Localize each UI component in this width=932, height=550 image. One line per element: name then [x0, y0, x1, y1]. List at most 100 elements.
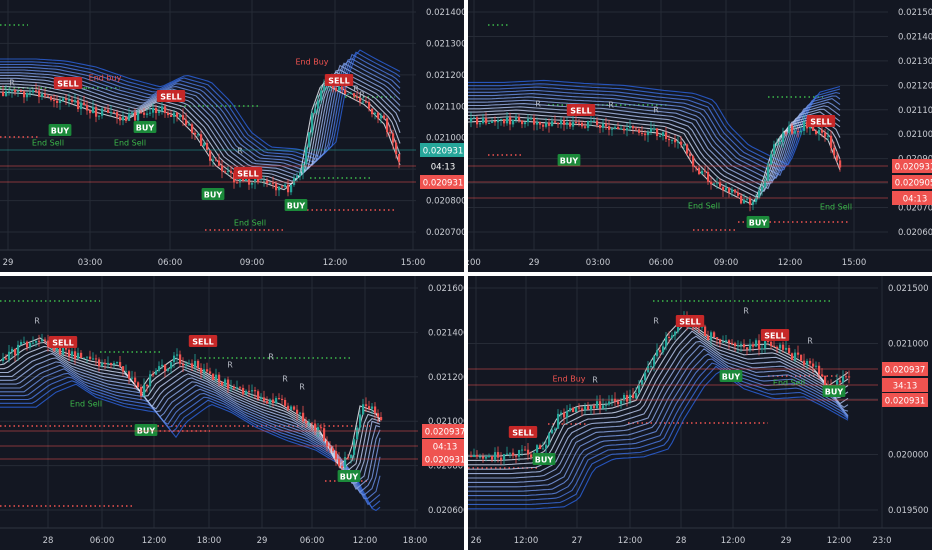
candle [590, 405, 593, 415]
r-marker: R [9, 79, 15, 88]
candle [137, 381, 140, 389]
candle [158, 105, 161, 116]
candle [176, 348, 179, 363]
ma-line [0, 368, 381, 496]
candle [551, 117, 554, 127]
candle [563, 116, 566, 131]
candle [728, 339, 731, 350]
endsell-marker: End Sell [234, 219, 266, 228]
candle [665, 126, 668, 143]
candle [8, 87, 11, 96]
endbuy-marker: End buy [89, 74, 122, 83]
candle [389, 125, 392, 137]
sell-marker: SELL [156, 90, 186, 102]
candle [215, 157, 218, 162]
candle [779, 342, 782, 353]
r-label: R [299, 383, 305, 392]
candle [83, 357, 86, 359]
price-badge-label: 0.020937 [425, 428, 464, 438]
candle [245, 389, 248, 395]
chart-panel-bottom-right[interactable]: SELL BUY End Buy R R SELL R SELL BUY End Sell R BUY… [468, 276, 932, 550]
candle [92, 352, 95, 361]
candle [581, 120, 584, 129]
candle [470, 451, 473, 458]
candle [704, 324, 707, 336]
candle [593, 116, 596, 122]
ma-line [0, 51, 401, 160]
candle [353, 437, 356, 462]
candle [353, 92, 356, 100]
price-badge-label: 04:13 [431, 163, 456, 173]
sell-marker: SELL [760, 329, 790, 341]
candle [116, 361, 119, 366]
candle [194, 353, 197, 372]
candle [2, 352, 5, 364]
candle [320, 85, 323, 105]
candle [581, 406, 584, 417]
r-label: R [237, 147, 243, 156]
x-tick-label: 23:0 [872, 536, 891, 546]
chart-panel-top-left[interactable]: R SELL End buy SELL BUY BUY End Sell End Sell BU… [0, 0, 464, 272]
candle [746, 347, 749, 356]
candle [542, 122, 545, 132]
candle [824, 128, 827, 142]
candle [512, 119, 515, 128]
sell-marker: SELL [508, 426, 538, 438]
candle [578, 119, 581, 127]
chart-panel-top-right[interactable]: R SELL R R BUY End Sell BUY SELL End Sell 0.02150… [468, 0, 932, 272]
buy-label: BUY [825, 388, 844, 397]
candle [35, 340, 38, 347]
candle [488, 453, 491, 459]
candle [593, 403, 596, 415]
candle [218, 372, 221, 387]
candle [365, 96, 368, 104]
ma-line [468, 86, 841, 172]
candle [512, 448, 515, 459]
candle [98, 357, 101, 372]
candle [29, 87, 32, 98]
candle [332, 445, 335, 454]
candle [731, 186, 734, 197]
y-tick-label: 0.021200 [428, 373, 464, 383]
candle [392, 129, 395, 150]
y-tick-label: 0.021300 [898, 57, 932, 67]
candle [515, 454, 518, 464]
ma-line [0, 361, 381, 490]
candle [365, 397, 368, 412]
candle [281, 185, 284, 188]
candle [335, 444, 338, 466]
candle [818, 362, 821, 380]
candle [632, 387, 635, 399]
candle [350, 91, 353, 95]
price-badge: 04:13 [0, 159, 464, 173]
buy-marker: BUY [532, 453, 556, 465]
candle [845, 370, 848, 380]
r-label: R [743, 307, 749, 316]
price-badge-label: 0.020931 [895, 163, 932, 173]
candle [110, 105, 113, 117]
candle [641, 379, 644, 387]
candle [356, 425, 359, 440]
candle [773, 140, 776, 157]
candle [809, 358, 812, 370]
ma-ribbon [468, 318, 849, 510]
r-marker: R [608, 101, 614, 110]
candle [149, 370, 152, 392]
candle [797, 345, 800, 359]
candle [287, 402, 290, 412]
candle [596, 117, 599, 128]
candle [500, 118, 503, 126]
candle [230, 379, 233, 392]
candle [92, 100, 95, 114]
r-marker: R [653, 317, 659, 326]
y-tick-label: 0.020700 [426, 228, 464, 238]
candle [476, 115, 479, 128]
y-tick-label: 0.021000 [426, 134, 464, 144]
candle [182, 357, 185, 372]
candle [155, 368, 158, 375]
candle [605, 117, 608, 130]
r-marker: R [282, 375, 288, 384]
sell-label: SELL [52, 339, 73, 348]
